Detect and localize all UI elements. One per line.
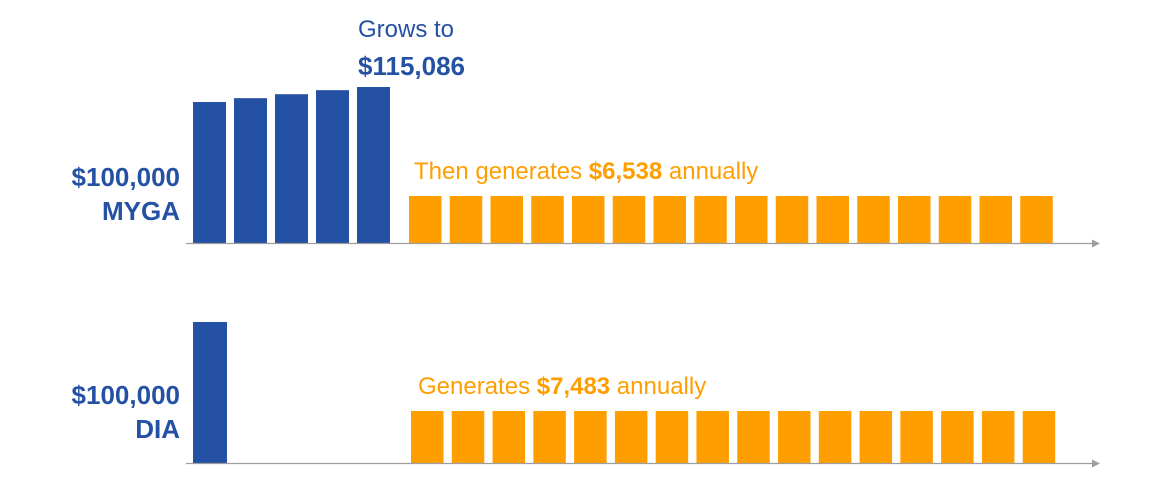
dia-income-bar-9	[737, 411, 770, 463]
dia-left-label: $100,000 DIA	[72, 378, 180, 446]
dia-income-bar-5	[574, 411, 607, 463]
dia-income-bar-6	[614, 411, 648, 463]
dia-income-bar-16	[1022, 411, 1056, 463]
dia-income-bar-11	[818, 411, 852, 463]
myga-income-note: Then generates $6,538 annually	[414, 158, 758, 186]
dia-income-bar-4	[533, 411, 566, 463]
myga-income-bar-5	[572, 196, 605, 243]
myga-growth-value: $115,086	[358, 51, 466, 81]
dia-blue-bar-1	[193, 322, 227, 463]
myga-income-bar-2	[449, 196, 483, 243]
myga-income-bar-4	[531, 196, 564, 243]
myga-income-value: $6,538	[588, 158, 663, 185]
myga-blue-bar-1	[193, 102, 226, 243]
dia-income-bar-10	[778, 411, 811, 463]
myga-product: MYGA	[102, 196, 180, 226]
myga-growth-caption: Grows to	[358, 16, 455, 43]
myga-chart	[186, 87, 1100, 248]
dia-axis-arrow-icon	[1092, 459, 1100, 468]
myga-income-prefix: Then generates	[414, 158, 589, 185]
myga-income-bar-11	[816, 196, 849, 243]
myga-axis-arrow-icon	[1092, 239, 1100, 248]
myga-income-bar-8	[694, 196, 727, 243]
dia-income-bar-13	[900, 411, 933, 463]
myga-blue-bar-2	[234, 98, 267, 244]
myga-income-bar-7	[653, 196, 686, 243]
dia-income-note: Generates $7,483 annually	[418, 373, 706, 401]
dia-income-bar-15	[981, 411, 1015, 463]
myga-income-bar-10	[775, 196, 809, 243]
dia-product: DIA	[135, 414, 180, 444]
dia-income-bar-12	[859, 411, 893, 463]
myga-income-bar-14	[938, 196, 972, 243]
dia-income-bar-2	[451, 411, 485, 463]
dia-income-value: $7,483	[536, 373, 611, 400]
myga-amount: $100,000	[71, 162, 180, 192]
myga-income-bar-3	[490, 196, 523, 243]
myga-income-bar-15	[979, 196, 1012, 243]
myga-blue-bar-5	[357, 87, 390, 243]
myga-income-bar-9	[735, 196, 768, 243]
myga-income-bar-12	[857, 196, 890, 243]
myga-left-label: $100,000 MYGA	[72, 160, 180, 228]
myga-blue-bar-4	[316, 90, 349, 243]
dia-income-prefix: Generates	[418, 373, 537, 400]
dia-income-bar-8	[696, 411, 729, 463]
myga-blue-bar-3	[275, 94, 308, 244]
myga-income-bar-16	[1020, 196, 1053, 243]
myga-income-bar-6	[612, 196, 646, 243]
myga-income-bar-13	[898, 196, 931, 243]
dia-income-bar-14	[941, 411, 974, 463]
myga-income-suffix: annually	[662, 158, 759, 185]
dia-chart	[186, 322, 1100, 468]
dia-income-suffix: annually	[610, 373, 707, 400]
dia-amount: $100,000	[71, 380, 180, 410]
dia-income-bar-1	[411, 411, 444, 463]
dia-income-bar-7	[655, 411, 689, 463]
myga-income-bar-1	[409, 196, 442, 243]
dia-income-bar-3	[492, 411, 526, 463]
